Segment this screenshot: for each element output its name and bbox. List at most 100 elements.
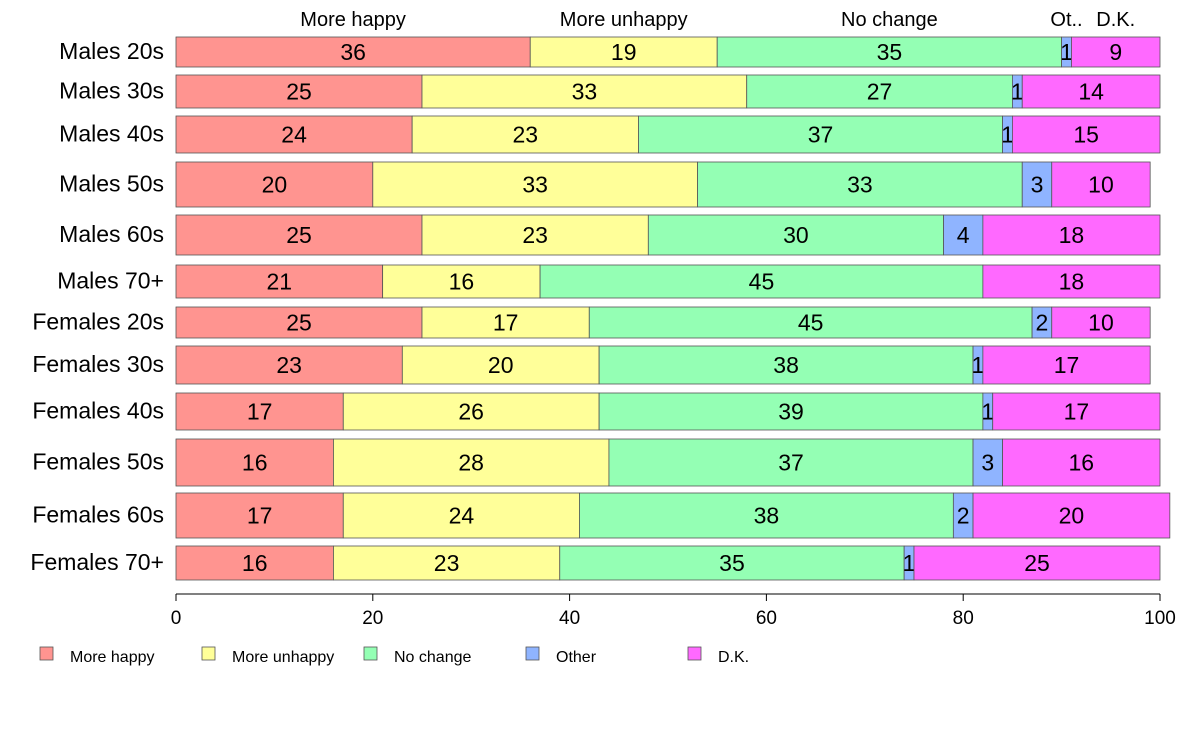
- row-label-females-40s: Females 40s: [32, 398, 164, 424]
- bar-value-males-40s-d-k: 15: [1073, 122, 1099, 148]
- bar-value-males-60s-more-unhappy: 23: [522, 222, 548, 248]
- bar-females-30s-no-change: [598, 345, 974, 385]
- bar-females-50s-more-unhappy: [333, 438, 610, 487]
- bar-value-females-50s-more-unhappy: 28: [458, 450, 484, 476]
- bar-value-males-20s-d-k: 9: [1109, 39, 1122, 65]
- bar-value-males-70-d-k: 18: [1059, 269, 1085, 295]
- bar-value-females-20s-no-change: 45: [798, 310, 824, 336]
- row-label-females-20s: Females 20s: [32, 309, 164, 335]
- x-tick-label-20: 20: [362, 608, 383, 629]
- bar-females-50s-no-change: [608, 438, 974, 487]
- bar-males-30s-more-happy: [175, 74, 423, 109]
- bar-value-males-60s-more-happy: 25: [286, 222, 312, 248]
- bar-females-20s-no-change: [588, 306, 1033, 339]
- bar-value-males-50s-d-k: 10: [1088, 172, 1114, 198]
- bar-value-males-40s-other: 1: [1001, 122, 1014, 148]
- bar-females-60s-no-change: [579, 492, 954, 539]
- bar-males-60s-more-unhappy: [421, 214, 649, 256]
- bar-value-females-60s-other: 2: [957, 503, 970, 529]
- bar-value-males-40s-more-unhappy: 23: [513, 122, 539, 148]
- bar-value-females-50s-other: 3: [981, 450, 994, 476]
- row-label-males-20s: Males 20s: [59, 38, 164, 64]
- top-label-d-k: D.K.: [1096, 9, 1135, 31]
- bar-females-70-d-k: [913, 545, 1161, 581]
- bar-value-males-40s-no-change: 37: [808, 122, 834, 148]
- bar-males-30s-d-k: [1021, 74, 1161, 109]
- legend-swatch-more-happy: [39, 646, 54, 661]
- legend-label-d-k: D.K.: [718, 649, 749, 666]
- bar-value-males-20s-more-happy: 36: [340, 39, 366, 65]
- bar-males-40s-d-k: [1012, 115, 1161, 154]
- bar-value-males-20s-other: 1: [1060, 39, 1073, 65]
- bar-males-20s-no-change: [716, 36, 1063, 68]
- bar-value-females-70-more-unhappy: 23: [434, 550, 460, 576]
- bar-females-60s-d-k: [972, 492, 1171, 539]
- bar-females-30s-more-unhappy: [401, 345, 600, 385]
- bar-males-70-no-change: [539, 264, 984, 299]
- bar-females-20s-more-happy: [175, 306, 423, 339]
- legend-label-more-unhappy: More unhappy: [232, 649, 334, 666]
- legend-label-more-happy: More happy: [70, 649, 155, 666]
- bar-value-females-60s-more-happy: 17: [247, 503, 273, 529]
- row-label-males-70: Males 70+: [57, 268, 164, 294]
- bar-females-50s-more-happy: [175, 438, 334, 487]
- row-label-males-30s: Males 30s: [59, 78, 164, 104]
- bar-value-males-40s-more-happy: 24: [281, 122, 307, 148]
- x-tick-label-60: 60: [756, 608, 777, 629]
- top-label-more-unhappy: More unhappy: [560, 9, 688, 31]
- bar-value-females-40s-no-change: 39: [778, 399, 804, 425]
- legend-swatch-more-unhappy: [201, 646, 216, 661]
- bar-males-50s-more-happy: [175, 161, 374, 208]
- legend-label-no-change: No change: [394, 649, 471, 666]
- bar-value-females-30s-more-happy: 23: [276, 352, 302, 378]
- top-label-more-happy: More happy: [300, 9, 406, 31]
- bar-value-females-30s-other: 1: [972, 352, 985, 378]
- bar-females-60s-more-happy: [175, 492, 344, 539]
- bar-males-30s-no-change: [746, 74, 1013, 109]
- bar-males-30s-more-unhappy: [421, 74, 748, 109]
- row-label-males-40s: Males 40s: [59, 121, 164, 147]
- bar-value-males-60s-d-k: 18: [1059, 222, 1085, 248]
- x-tick-label-80: 80: [953, 608, 974, 629]
- bar-value-males-50s-more-happy: 20: [262, 172, 288, 198]
- bar-value-females-30s-d-k: 17: [1054, 352, 1080, 378]
- bar-value-females-20s-more-happy: 25: [286, 310, 312, 336]
- bar-males-50s-no-change: [697, 161, 1023, 208]
- legend-swatch-other: [525, 646, 540, 661]
- bar-value-females-20s-more-unhappy: 17: [493, 310, 519, 336]
- x-tick-label-0: 0: [171, 608, 182, 629]
- row-label-females-60s: Females 60s: [32, 502, 164, 528]
- bar-males-60s-d-k: [982, 214, 1161, 256]
- bar-males-50s-more-unhappy: [372, 161, 698, 208]
- bar-value-females-40s-more-unhappy: 26: [458, 399, 484, 425]
- x-tick-label-100: 100: [1144, 608, 1176, 629]
- legend-swatch-no-change: [363, 646, 378, 661]
- bar-value-males-50s-other: 3: [1031, 172, 1044, 198]
- bar-males-70-d-k: [982, 264, 1161, 299]
- bar-males-70-more-happy: [175, 264, 384, 299]
- bar-value-females-40s-more-happy: 17: [247, 399, 273, 425]
- legend-swatch-d-k: [687, 646, 702, 661]
- bar-females-70-no-change: [559, 545, 905, 581]
- bar-males-20s-d-k: [1071, 36, 1161, 68]
- bar-females-40s-more-unhappy: [342, 392, 600, 431]
- row-label-females-70: Females 70+: [30, 549, 164, 575]
- bar-females-60s-more-unhappy: [342, 492, 580, 539]
- bar-value-females-20s-other: 2: [1036, 310, 1049, 336]
- row-label-males-50s: Males 50s: [59, 171, 164, 197]
- bar-value-males-30s-no-change: 27: [867, 79, 893, 105]
- bar-value-males-30s-more-happy: 25: [286, 79, 312, 105]
- bar-males-40s-more-happy: [175, 115, 413, 154]
- bar-males-20s-more-happy: [175, 36, 531, 68]
- bar-females-70-more-happy: [175, 545, 334, 581]
- bar-value-females-40s-d-k: 17: [1064, 399, 1090, 425]
- bar-value-males-70-more-happy: 21: [267, 269, 293, 295]
- bar-females-20s-more-unhappy: [421, 306, 590, 339]
- bar-males-50s-d-k: [1051, 161, 1151, 208]
- bar-value-females-30s-no-change: 38: [773, 352, 799, 378]
- row-label-females-30s: Females 30s: [32, 351, 164, 377]
- bar-value-males-20s-no-change: 35: [877, 39, 903, 65]
- bar-males-70-more-unhappy: [382, 264, 541, 299]
- bar-value-females-60s-no-change: 38: [754, 503, 780, 529]
